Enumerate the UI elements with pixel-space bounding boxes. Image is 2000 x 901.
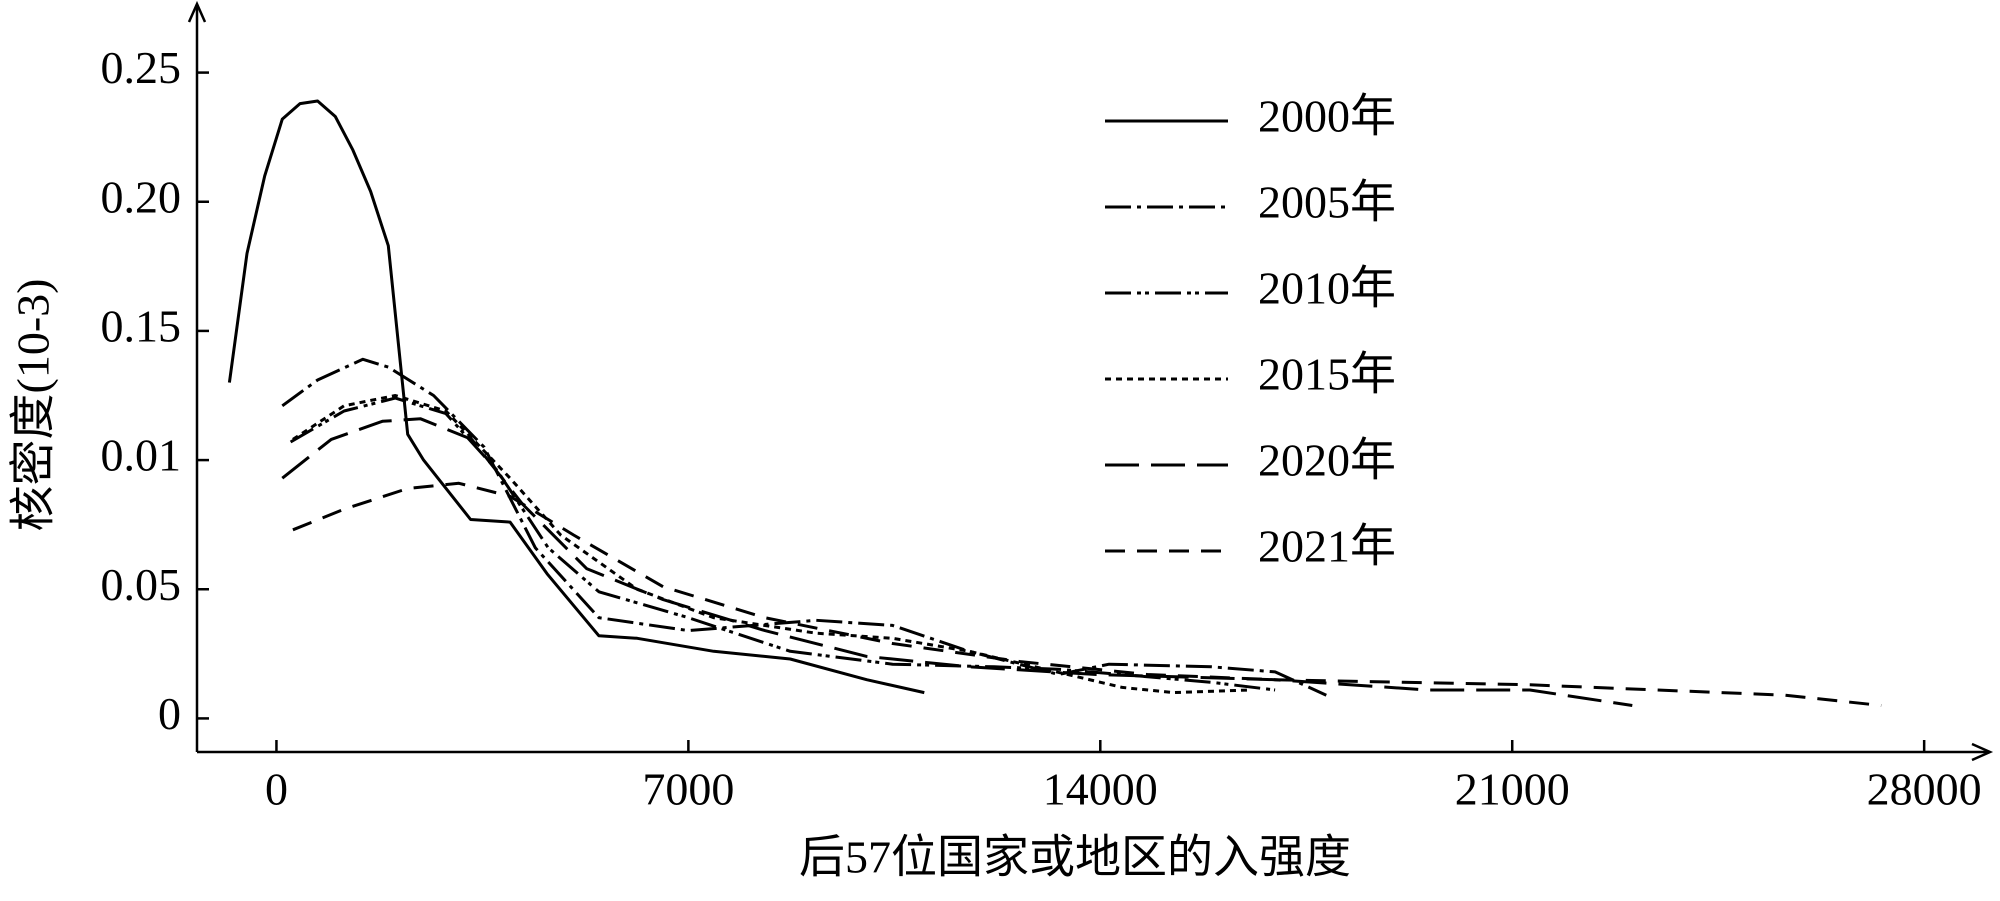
y-tick-label: 0 <box>158 688 181 739</box>
legend-label: 2005年 <box>1258 177 1396 228</box>
y-axis-label: 核密度(10-3) <box>8 279 59 532</box>
legend-label: 2021年 <box>1258 521 1396 572</box>
x-tick-label: 0 <box>265 764 288 815</box>
x-axis-label: 后57位国家或地区的入强度 <box>799 832 1351 883</box>
x-axis-arrow <box>1971 742 1994 762</box>
x-tick-label: 21000 <box>1455 764 1570 815</box>
y-tick-label: 0.25 <box>101 42 182 93</box>
axes <box>187 0 1994 762</box>
y-tick-label: 0.01 <box>101 430 182 481</box>
series-line <box>227 99 925 695</box>
legend-label: 2000年 <box>1258 91 1396 142</box>
y-axis-arrow <box>187 0 207 23</box>
legend-label: 2010年 <box>1258 263 1396 314</box>
y-tick-label: 0.05 <box>101 559 182 610</box>
legend-label: 2020年 <box>1258 435 1396 486</box>
x-tick-label: 28000 <box>1867 764 1982 815</box>
y-tick-label: 0.20 <box>101 171 182 222</box>
x-tick-label: 7000 <box>642 764 734 815</box>
y-tick-label: 0.15 <box>101 300 182 351</box>
legend-label: 2015年 <box>1258 349 1396 400</box>
x-tick-label: 14000 <box>1043 764 1158 815</box>
series-line <box>281 417 1633 707</box>
series-line <box>289 396 1276 692</box>
series-line <box>292 481 1882 707</box>
series-line <box>292 394 1250 695</box>
